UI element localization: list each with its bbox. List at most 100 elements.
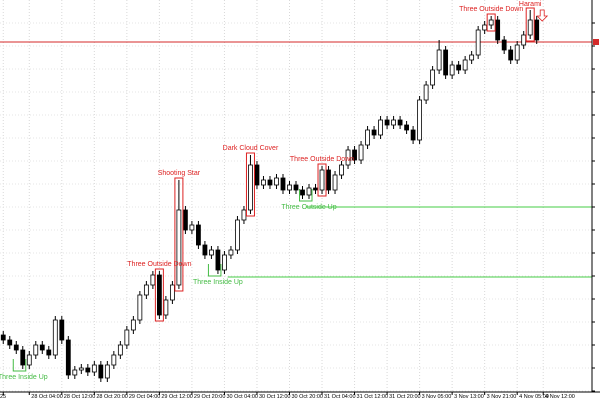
- candle-body: [150, 274, 156, 286]
- candle-body: [404, 124, 409, 131]
- candle-body: [104, 364, 110, 379]
- candle-body: [111, 354, 117, 366]
- candle-body: [156, 274, 162, 316]
- x-tick-label: 3 Nov 05:00: [422, 394, 452, 400]
- x-tick-label: 28 Oct 12:00: [64, 394, 96, 400]
- x-tick-label: 29 Oct 12:00: [161, 394, 193, 400]
- x-tick-label: 25: [0, 394, 6, 400]
- candle-body: [495, 19, 501, 41]
- candle-body: [508, 49, 514, 61]
- price-marker: [593, 39, 599, 45]
- candle-body: [456, 64, 462, 71]
- candle-body: [332, 174, 338, 191]
- candle-body: [235, 219, 240, 251]
- candle-body: [293, 184, 299, 191]
- candle-body: [254, 164, 260, 186]
- candle-body: [384, 119, 390, 126]
- candle-body: [378, 119, 383, 136]
- candle-body: [222, 254, 227, 271]
- pattern-box: [174, 177, 184, 292]
- candle-body: [163, 299, 169, 316]
- pattern-label: Three Outside Down: [459, 6, 523, 13]
- candle-body: [521, 34, 527, 46]
- candle-body: [26, 354, 32, 366]
- candle-body: [124, 329, 130, 346]
- pattern-label: Shooting Star: [158, 170, 201, 177]
- candle-body: [65, 339, 71, 376]
- candle-body: [287, 184, 292, 191]
- pattern-label: Three Outside Down: [127, 261, 191, 268]
- candle-body: [33, 344, 39, 356]
- pattern-label: Three Outside Up: [281, 204, 336, 211]
- candle-body: [228, 249, 234, 256]
- candle-body: [72, 369, 78, 376]
- candle-body: [501, 39, 507, 51]
- candle-body: [117, 344, 123, 356]
- candle-body: [488, 19, 494, 26]
- candle-body: [514, 44, 520, 61]
- candle-body: [449, 64, 455, 76]
- candle-body: [59, 319, 65, 341]
- candle-body: [534, 19, 540, 41]
- x-tick-label: 3 Nov 13:00: [454, 394, 484, 400]
- x-tick-label: 29 Oct 20:00: [194, 394, 226, 400]
- candle-body: [326, 169, 331, 191]
- x-tick-label: 28 Oct 20:00: [96, 394, 128, 400]
- candle-body: [7, 339, 13, 346]
- pattern-arrow: [536, 9, 549, 22]
- candle-body: [423, 84, 429, 101]
- pattern-bracket: [207, 264, 222, 277]
- candle-body: [91, 364, 97, 373]
- candle-body: [189, 224, 195, 231]
- candle-body: [39, 344, 45, 351]
- candle-body: [137, 294, 143, 321]
- candle-body: [215, 249, 221, 271]
- candle-body: [352, 149, 357, 161]
- candle-body: [13, 344, 19, 351]
- candle-body: [183, 209, 188, 231]
- candle-body: [306, 187, 312, 196]
- x-tick-label: 29 Oct 04:00: [129, 394, 161, 400]
- pattern-label: Dark Cloud Cover: [223, 145, 279, 152]
- patterns: Three Inside Up Three Outside Down Shootin…: [0, 1, 549, 381]
- candle-body: [20, 349, 26, 366]
- candle-body: [0, 334, 6, 341]
- candle-body: [274, 177, 279, 186]
- candle-body: [365, 129, 370, 146]
- pattern-box: [245, 152, 255, 217]
- candle-body: [196, 224, 201, 246]
- pattern-box: [525, 7, 535, 42]
- candle-body: [98, 364, 104, 379]
- candle-body: [371, 129, 377, 136]
- candle-body: [482, 24, 488, 31]
- candle-body: [436, 49, 442, 71]
- pattern-box: [317, 163, 327, 197]
- candle-body: [462, 59, 468, 71]
- pattern-box: [486, 13, 496, 32]
- x-tick-label: 30 Oct 20:00: [291, 394, 323, 400]
- pattern-bracket: [299, 189, 313, 202]
- x-tick-label: 31 Oct 20:00: [389, 394, 421, 400]
- candle-body: [430, 69, 436, 86]
- x-tick-label: 31 Oct 12:00: [357, 394, 389, 400]
- pattern-label: Harami: [519, 1, 542, 8]
- candle-body: [202, 244, 208, 256]
- candle-body: [209, 249, 214, 256]
- candle-body: [345, 149, 351, 166]
- candle-body: [475, 29, 481, 56]
- pattern-box: [154, 268, 164, 322]
- x-tick-label: 4 Nov 05:00: [519, 394, 549, 400]
- candle-body: [248, 164, 253, 211]
- levels: [0, 41, 592, 278]
- x-tick-label: 30 Oct 04:00: [226, 394, 258, 400]
- pattern-bracket: [12, 359, 27, 372]
- pattern-label: Three Outside Down: [290, 156, 354, 163]
- candle-body: [527, 19, 533, 36]
- candle-body: [313, 187, 318, 191]
- candle-body: [469, 54, 475, 61]
- candle-body: [46, 349, 52, 356]
- candle-body: [300, 189, 305, 196]
- candle-body: [85, 367, 91, 373]
- pattern-label: Three Inside Up: [0, 374, 48, 381]
